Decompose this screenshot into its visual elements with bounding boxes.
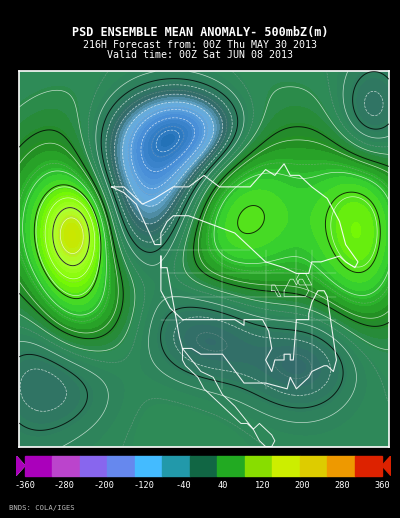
- Text: 216H Forecast from: 00Z Thu MAY 30 2013: 216H Forecast from: 00Z Thu MAY 30 2013: [83, 40, 317, 50]
- Text: 360: 360: [374, 481, 390, 490]
- Text: 40: 40: [218, 481, 228, 490]
- Text: -40: -40: [176, 481, 192, 490]
- Text: BNDS: COLA/IGES: BNDS: COLA/IGES: [9, 505, 74, 511]
- Polygon shape: [382, 456, 391, 476]
- Text: -200: -200: [94, 481, 115, 490]
- Text: 200: 200: [295, 481, 310, 490]
- Text: Valid time: 00Z Sat JUN 08 2013: Valid time: 00Z Sat JUN 08 2013: [107, 50, 293, 61]
- Text: -120: -120: [133, 481, 154, 490]
- Text: 120: 120: [255, 481, 271, 490]
- Polygon shape: [16, 456, 25, 476]
- Text: -280: -280: [54, 481, 75, 490]
- Text: PSD ENSEMBLE MEAN ANOMALY- 500mbZ(m): PSD ENSEMBLE MEAN ANOMALY- 500mbZ(m): [72, 26, 328, 39]
- Polygon shape: [16, 456, 25, 476]
- Text: 280: 280: [334, 481, 350, 490]
- Text: -360: -360: [14, 481, 35, 490]
